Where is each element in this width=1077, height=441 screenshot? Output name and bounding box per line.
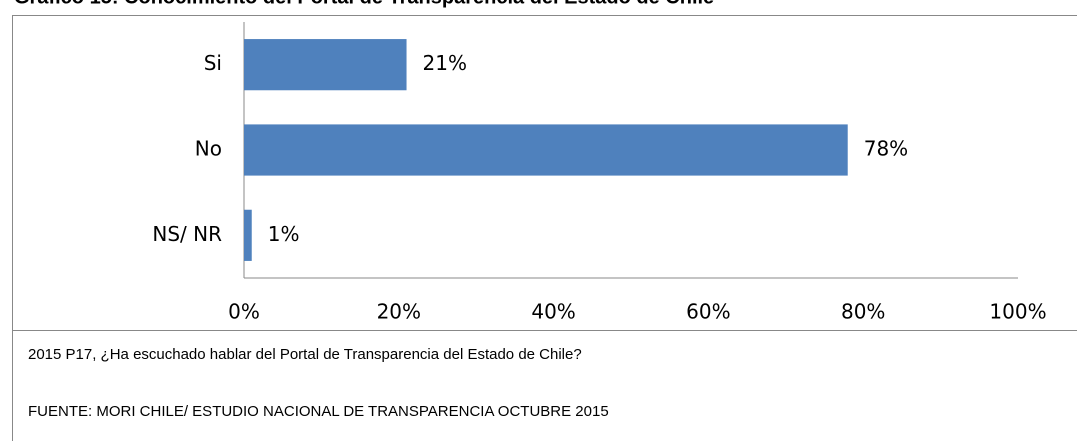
chart-title: Gráfico 15: Conocimiento del Portal de T… bbox=[14, 0, 714, 8]
source-note: FUENTE: MORI CHILE/ ESTUDIO NACIONAL DE … bbox=[28, 403, 609, 420]
question-note: 2015 P17, ¿Ha escuchado hablar del Porta… bbox=[28, 346, 582, 363]
value-label: 1% bbox=[268, 222, 300, 246]
value-label: 78% bbox=[864, 137, 908, 161]
footer-border bbox=[12, 330, 1077, 441]
y-tick-label: No bbox=[195, 137, 222, 161]
y-tick-label: NS/ NR bbox=[152, 222, 222, 246]
x-tick-label: 100% bbox=[989, 300, 1046, 324]
y-tick-label: Si bbox=[204, 51, 222, 75]
x-tick-label: 0% bbox=[228, 300, 260, 324]
bar bbox=[244, 39, 407, 91]
bar bbox=[244, 209, 252, 261]
value-label: 21% bbox=[423, 51, 467, 75]
bar bbox=[244, 124, 848, 176]
x-tick-label: 40% bbox=[531, 300, 575, 324]
x-tick-label: 80% bbox=[841, 300, 885, 324]
x-tick-label: 20% bbox=[377, 300, 421, 324]
x-tick-label: 60% bbox=[686, 300, 730, 324]
